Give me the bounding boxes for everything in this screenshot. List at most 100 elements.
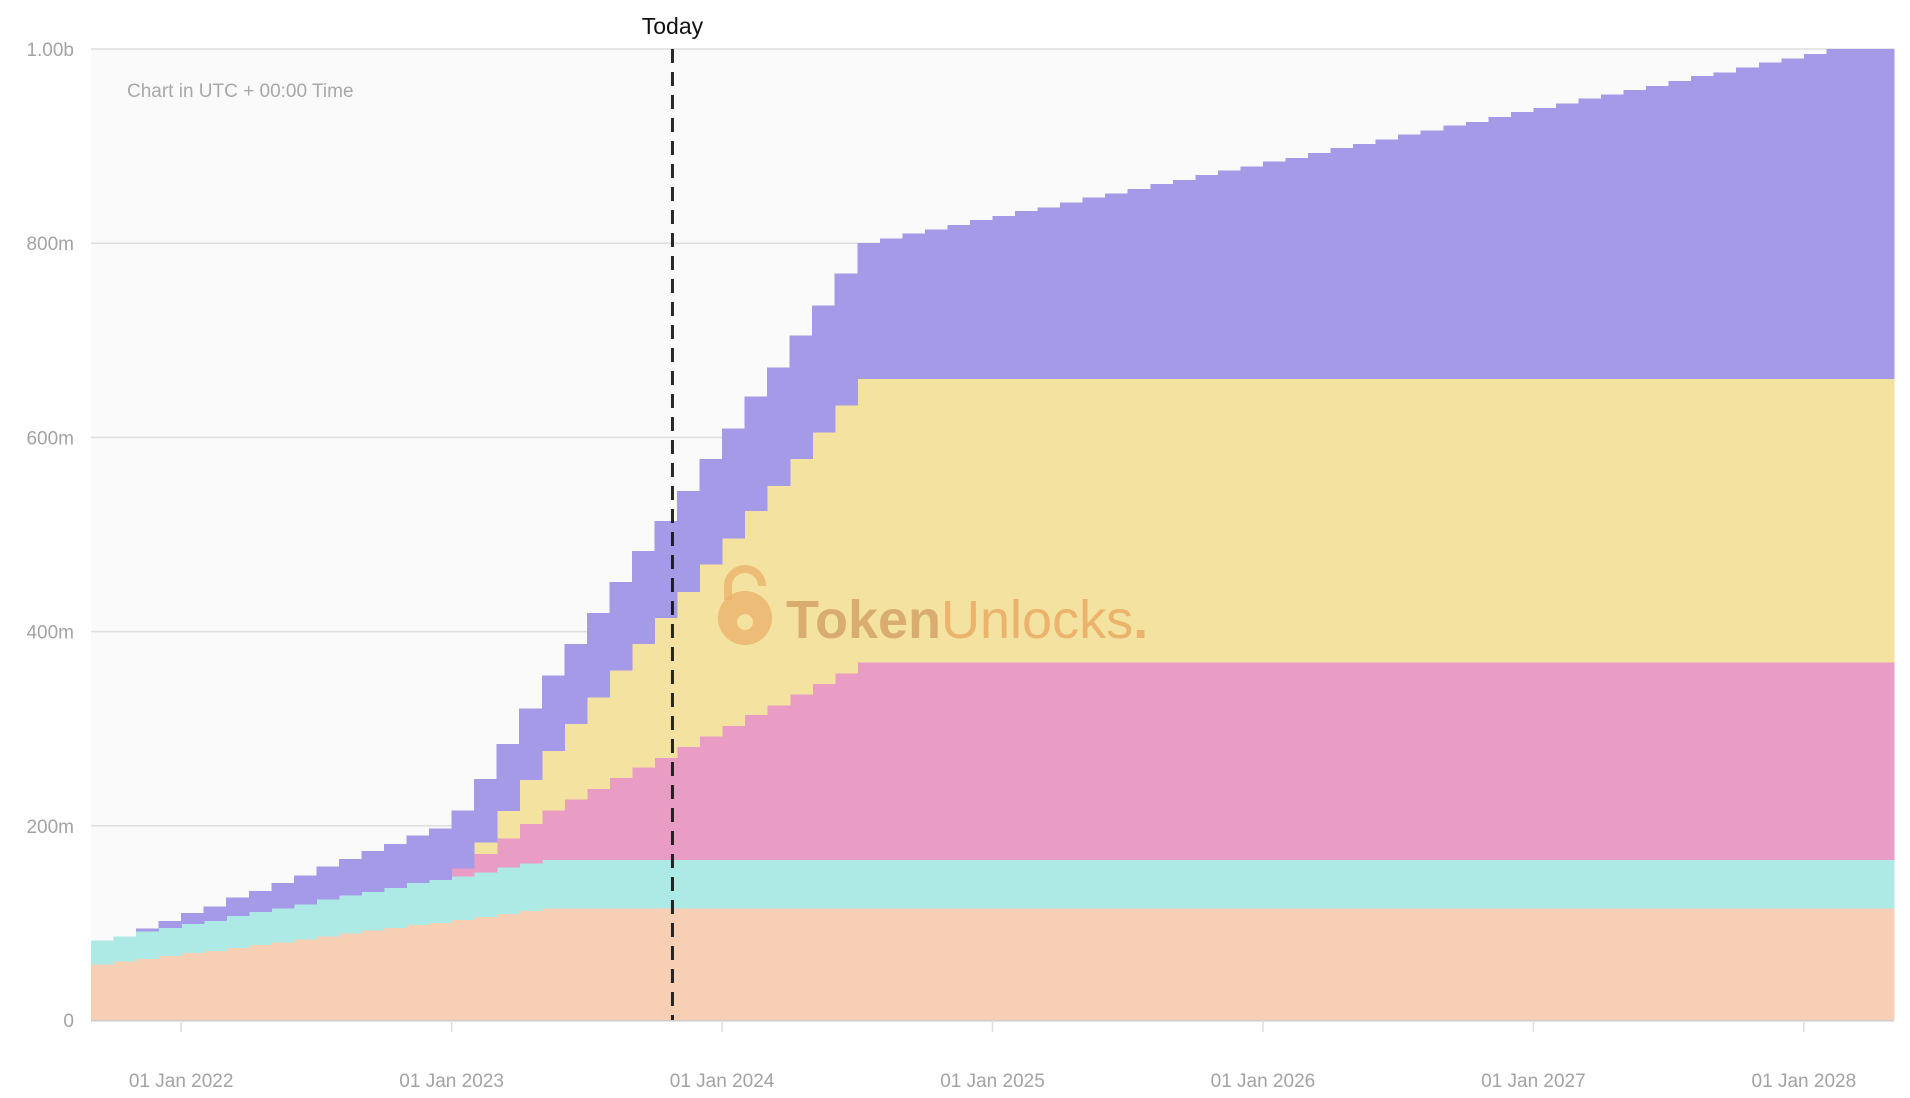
series-5-step[interactable] xyxy=(969,219,994,380)
series-2-step[interactable] xyxy=(722,859,746,909)
series-2-step[interactable] xyxy=(496,867,520,915)
series-4-step[interactable] xyxy=(1443,379,1467,663)
series-5-step[interactable] xyxy=(1826,49,1850,380)
series-2-step[interactable] xyxy=(1172,859,1196,909)
series-2-step[interactable] xyxy=(992,859,1016,909)
series-2-step[interactable] xyxy=(1330,859,1354,909)
series-2-step[interactable] xyxy=(812,859,836,909)
series-4-step[interactable] xyxy=(1105,379,1129,663)
series-1-step[interactable] xyxy=(293,939,317,1020)
series-5-step[interactable] xyxy=(429,828,453,881)
series-3-step[interactable] xyxy=(1668,662,1692,860)
series-5-step[interactable] xyxy=(248,890,272,913)
series-3-step[interactable] xyxy=(767,705,791,860)
series-1-step[interactable] xyxy=(1601,908,1625,1020)
series-4-step[interactable] xyxy=(1015,379,1039,663)
series-5-step[interactable] xyxy=(1262,161,1287,380)
series-5-step[interactable] xyxy=(1758,62,1782,380)
series-4-step[interactable] xyxy=(1240,379,1264,663)
series-5-step[interactable] xyxy=(902,233,926,380)
series-1-step[interactable] xyxy=(654,908,678,1020)
series-5-step[interactable] xyxy=(676,490,701,592)
series-5-step[interactable] xyxy=(361,851,385,892)
series-1-step[interactable] xyxy=(316,936,340,1020)
series-1-step[interactable] xyxy=(699,908,723,1020)
series-1-step[interactable] xyxy=(1308,908,1332,1020)
series-4-step[interactable] xyxy=(1082,379,1106,663)
series-5-step[interactable] xyxy=(451,810,475,869)
series-3-step[interactable] xyxy=(586,788,610,860)
series-4-step[interactable] xyxy=(1465,379,1489,663)
series-3-step[interactable] xyxy=(789,694,813,860)
series-4-step[interactable] xyxy=(699,564,723,737)
series-3-step[interactable] xyxy=(541,810,565,860)
series-1-step[interactable] xyxy=(1060,908,1084,1020)
series-3-step[interactable] xyxy=(1826,662,1850,860)
series-4-step[interactable] xyxy=(1150,379,1174,663)
series-1-step[interactable] xyxy=(158,955,182,1020)
series-3-step[interactable] xyxy=(609,778,633,860)
series-1-step[interactable] xyxy=(519,911,543,1020)
series-3-step[interactable] xyxy=(1736,662,1760,860)
series-3-step[interactable] xyxy=(812,684,836,860)
series-1-step[interactable] xyxy=(338,933,363,1020)
series-5-step[interactable] xyxy=(1060,202,1084,380)
series-5-step[interactable] xyxy=(1871,49,1895,380)
series-2-step[interactable] xyxy=(158,927,182,956)
area-series-5[interactable] xyxy=(136,49,1895,932)
series-2-step[interactable] xyxy=(1353,859,1377,909)
series-2-step[interactable] xyxy=(1127,859,1151,909)
series-5-step[interactable] xyxy=(226,897,250,917)
series-2-step[interactable] xyxy=(248,912,272,946)
series-5-step[interactable] xyxy=(586,613,610,698)
series-4-step[interactable] xyxy=(1037,379,1061,663)
series-4-step[interactable] xyxy=(474,842,498,854)
series-4-step[interactable] xyxy=(992,379,1016,663)
series-2-step[interactable] xyxy=(406,883,430,925)
series-4-step[interactable] xyxy=(789,458,813,695)
series-3-step[interactable] xyxy=(1195,662,1219,860)
series-5-step[interactable] xyxy=(383,844,408,888)
series-2-step[interactable] xyxy=(1803,859,1827,909)
series-4-step[interactable] xyxy=(902,379,926,663)
series-2-step[interactable] xyxy=(1240,859,1264,909)
series-1-step[interactable] xyxy=(789,908,813,1020)
series-2-step[interactable] xyxy=(474,872,498,918)
series-5-step[interactable] xyxy=(1601,94,1625,380)
series-4-step[interactable] xyxy=(1601,379,1625,663)
series-5-step[interactable] xyxy=(406,835,430,884)
series-5-step[interactable] xyxy=(1443,125,1467,380)
series-3-step[interactable] xyxy=(1691,662,1715,860)
series-3-step[interactable] xyxy=(1533,662,1557,860)
series-4-step[interactable] xyxy=(1510,379,1534,663)
series-1-step[interactable] xyxy=(541,908,565,1020)
series-3-step[interactable] xyxy=(1443,662,1467,860)
series-5-step[interactable] xyxy=(1285,157,1309,380)
series-1-step[interactable] xyxy=(902,908,926,1020)
series-3-step[interactable] xyxy=(1082,662,1106,860)
series-2-step[interactable] xyxy=(226,916,250,949)
series-1-step[interactable] xyxy=(1195,908,1219,1020)
series-4-step[interactable] xyxy=(1375,379,1399,663)
series-1-step[interactable] xyxy=(1375,908,1399,1020)
series-4-step[interactable] xyxy=(1195,379,1219,663)
series-1-step[interactable] xyxy=(1465,908,1489,1020)
series-4-step[interactable] xyxy=(1781,379,1805,663)
series-5-step[interactable] xyxy=(834,273,858,406)
series-3-step[interactable] xyxy=(1330,662,1354,860)
series-1-step[interactable] xyxy=(248,945,272,1020)
series-3-step[interactable] xyxy=(1150,662,1174,860)
series-5-step[interactable] xyxy=(1736,67,1760,380)
series-3-step[interactable] xyxy=(834,673,858,860)
series-2-step[interactable] xyxy=(451,876,475,920)
series-4-step[interactable] xyxy=(1217,379,1242,663)
series-2-step[interactable] xyxy=(316,899,340,937)
series-5-step[interactable] xyxy=(293,875,317,905)
series-2-step[interactable] xyxy=(203,920,227,952)
series-1-step[interactable] xyxy=(1736,908,1760,1020)
area-series-3[interactable] xyxy=(451,662,1895,877)
series-2-step[interactable] xyxy=(541,859,565,909)
series-2-step[interactable] xyxy=(1510,859,1534,909)
series-3-step[interactable] xyxy=(676,747,701,860)
series-5-step[interactable] xyxy=(1420,130,1444,380)
